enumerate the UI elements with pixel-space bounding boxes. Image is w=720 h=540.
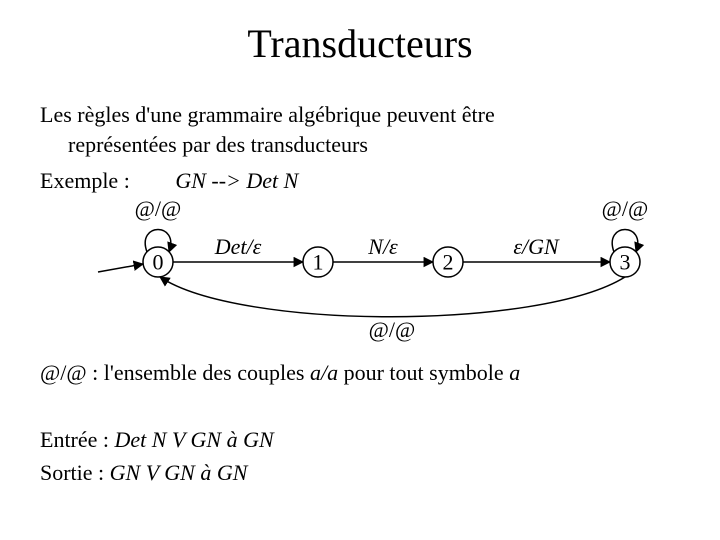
legend-aa: a/a xyxy=(310,360,338,385)
node-1: 1 xyxy=(303,247,333,277)
edge-1-2-label: N/ε xyxy=(367,234,398,259)
io-exit-line: Sortie : GN V GN à GN xyxy=(40,458,247,488)
edge-3-0 xyxy=(160,277,625,317)
edge-2-3-label: ε/GN xyxy=(513,234,560,259)
edge-0-1-label: Det/ε xyxy=(214,234,262,259)
legend-mid: : l'ensemble des couples xyxy=(87,360,310,385)
io-exit-prefix: Sortie : xyxy=(40,460,110,485)
node-2: 2 xyxy=(433,247,463,277)
io-exit-value: GN V GN à GN xyxy=(110,460,248,485)
node-3-label: 3 xyxy=(620,250,631,275)
io-entry-value: Det N V GN à GN xyxy=(115,427,274,452)
legend-a: a xyxy=(509,360,520,385)
node-3: 3 xyxy=(610,247,640,277)
legend-line: @/@ : l'ensemble des couples a/a pour to… xyxy=(40,358,690,388)
edge-loop-3-label: @/@ xyxy=(602,196,649,221)
edge-start-0 xyxy=(98,264,143,272)
node-1-label: 1 xyxy=(313,250,324,275)
edge-3-0-label: @/@ xyxy=(369,317,416,342)
legend-mid2: pour tout symbole xyxy=(338,360,509,385)
legend-prefix: @/@ xyxy=(40,360,87,385)
node-2-label: 2 xyxy=(443,250,454,275)
io-entry-line: Entrée : Det N V GN à GN xyxy=(40,425,274,455)
node-0: 0 xyxy=(143,247,173,277)
edge-loop-0-label: @/@ xyxy=(135,196,182,221)
node-0-label: 0 xyxy=(153,250,164,275)
io-entry-prefix: Entrée : xyxy=(40,427,115,452)
